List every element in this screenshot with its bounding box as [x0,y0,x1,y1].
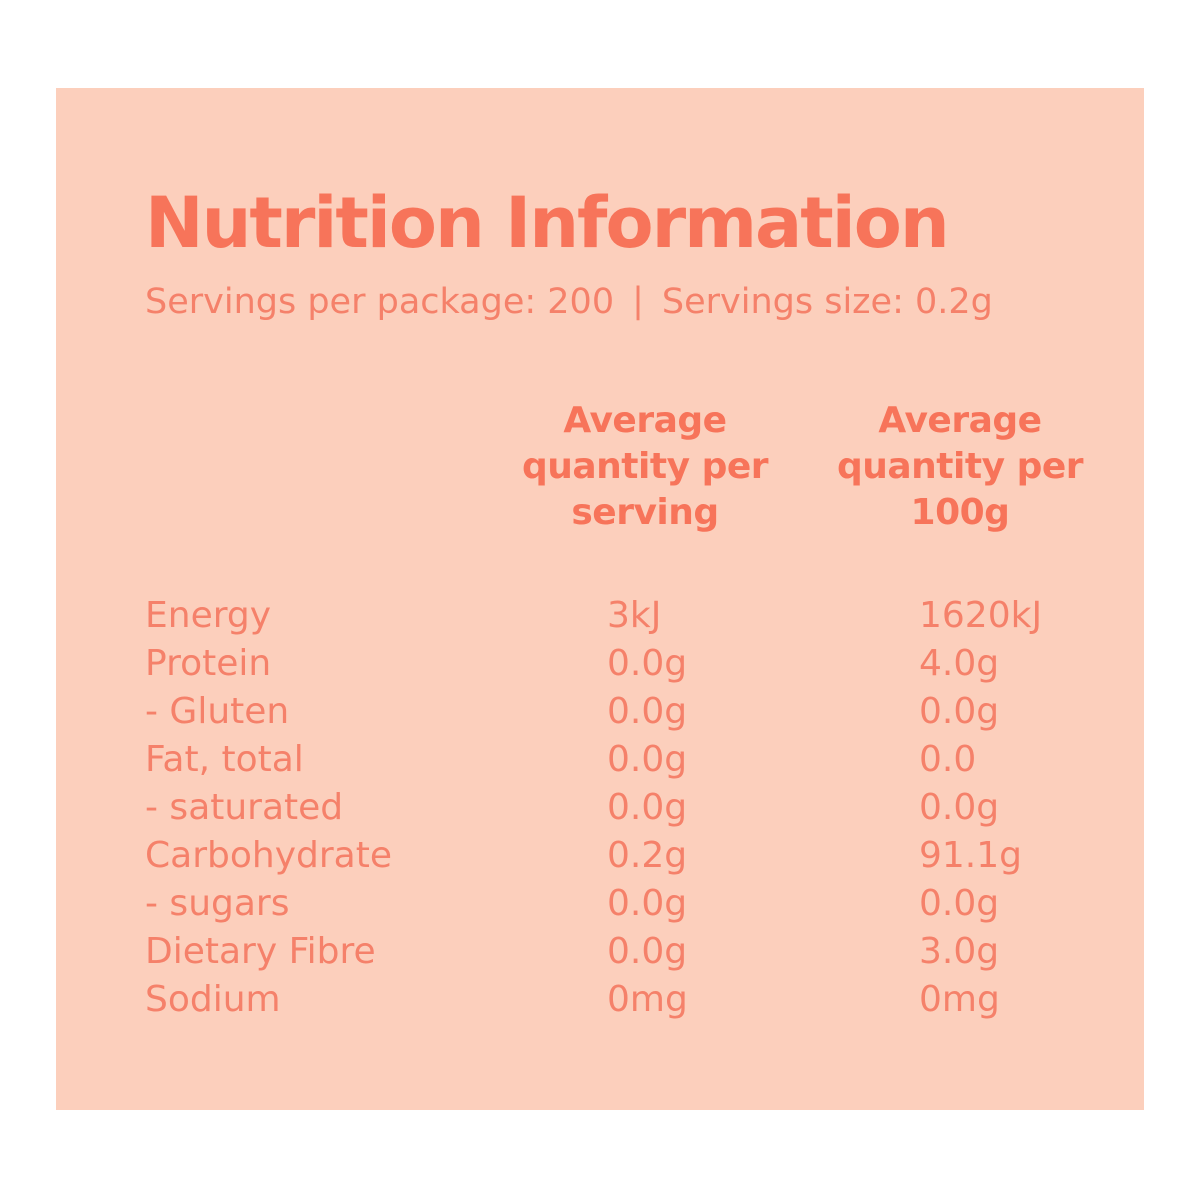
value-per-serving: 0.0g [607,787,688,828]
page-title: Nutrition Information [145,182,950,264]
table-row: - sugars 0.0g 0.0g [56,880,1144,928]
value-per-serving: 0.0g [607,931,688,972]
value-per-100g: 4.0g [919,643,1000,684]
table-row: Fat, total 0.0g 0.0 [56,736,1144,784]
value-per-serving: 0.0g [607,643,688,684]
nutrition-panel: Nutrition Information Servings per packa… [56,88,1144,1110]
value-per-100g: 3.0g [919,931,1000,972]
value-per-100g: 91.1g [919,835,1023,876]
value-per-serving: 3kJ [607,595,662,636]
nutrient-label: Energy [145,595,272,636]
value-per-100g: 0.0g [919,787,1000,828]
nutrient-label: - Gluten [145,691,290,732]
value-per-serving: 0.0g [607,739,688,780]
nutrient-label: Fat, total [145,739,304,780]
table-row: Energy 3kJ 1620kJ [56,592,1144,640]
table-row: Dietary Fibre 0.0g 3.0g [56,928,1144,976]
table-row: - Gluten 0.0g 0.0g [56,688,1144,736]
table-row: Protein 0.0g 4.0g [56,640,1144,688]
nutrition-table: Energy 3kJ 1620kJ Protein 0.0g 4.0g - Gl… [56,592,1144,1024]
value-per-100g: 1620kJ [919,595,1043,636]
servings-size-text: Servings size: 0.2g [661,282,993,322]
value-per-serving: 0mg [607,979,688,1020]
nutrient-label: - sugars [145,883,290,924]
value-per-serving: 0.2g [607,835,688,876]
nutrient-label: Carbohydrate [145,835,392,876]
servings-info: Servings per package: 200 | Servings size:… [145,280,993,324]
column-header-line: Average [878,400,1042,441]
nutrient-label: Dietary Fibre [145,931,376,972]
column-header-line: Average [563,400,727,441]
column-header-line: 100g [910,492,1010,533]
column-header-line: quantity per [836,446,1084,487]
value-per-100g: 0mg [919,979,1000,1020]
value-per-100g: 0.0g [919,883,1000,924]
value-per-serving: 0.0g [607,883,688,924]
column-header-per-100g: Average quantity per 100g [800,398,1120,536]
nutrient-label: Sodium [145,979,281,1020]
column-header-line: serving [571,492,719,533]
table-row: Sodium 0mg 0mg [56,976,1144,1024]
column-header-line: quantity per [521,446,769,487]
nutrient-label: Protein [145,643,272,684]
value-per-100g: 0.0g [919,691,1000,732]
divider-bar: | [632,281,644,321]
column-header-per-serving: Average quantity per serving [485,398,805,536]
value-per-serving: 0.0g [607,691,688,732]
table-row: Carbohydrate 0.2g 91.1g [56,832,1144,880]
nutrient-label: - saturated [145,787,344,828]
servings-per-package-text: Servings per package: 200 [145,282,615,322]
table-row: - saturated 0.0g 0.0g [56,784,1144,832]
value-per-100g: 0.0 [919,739,977,780]
